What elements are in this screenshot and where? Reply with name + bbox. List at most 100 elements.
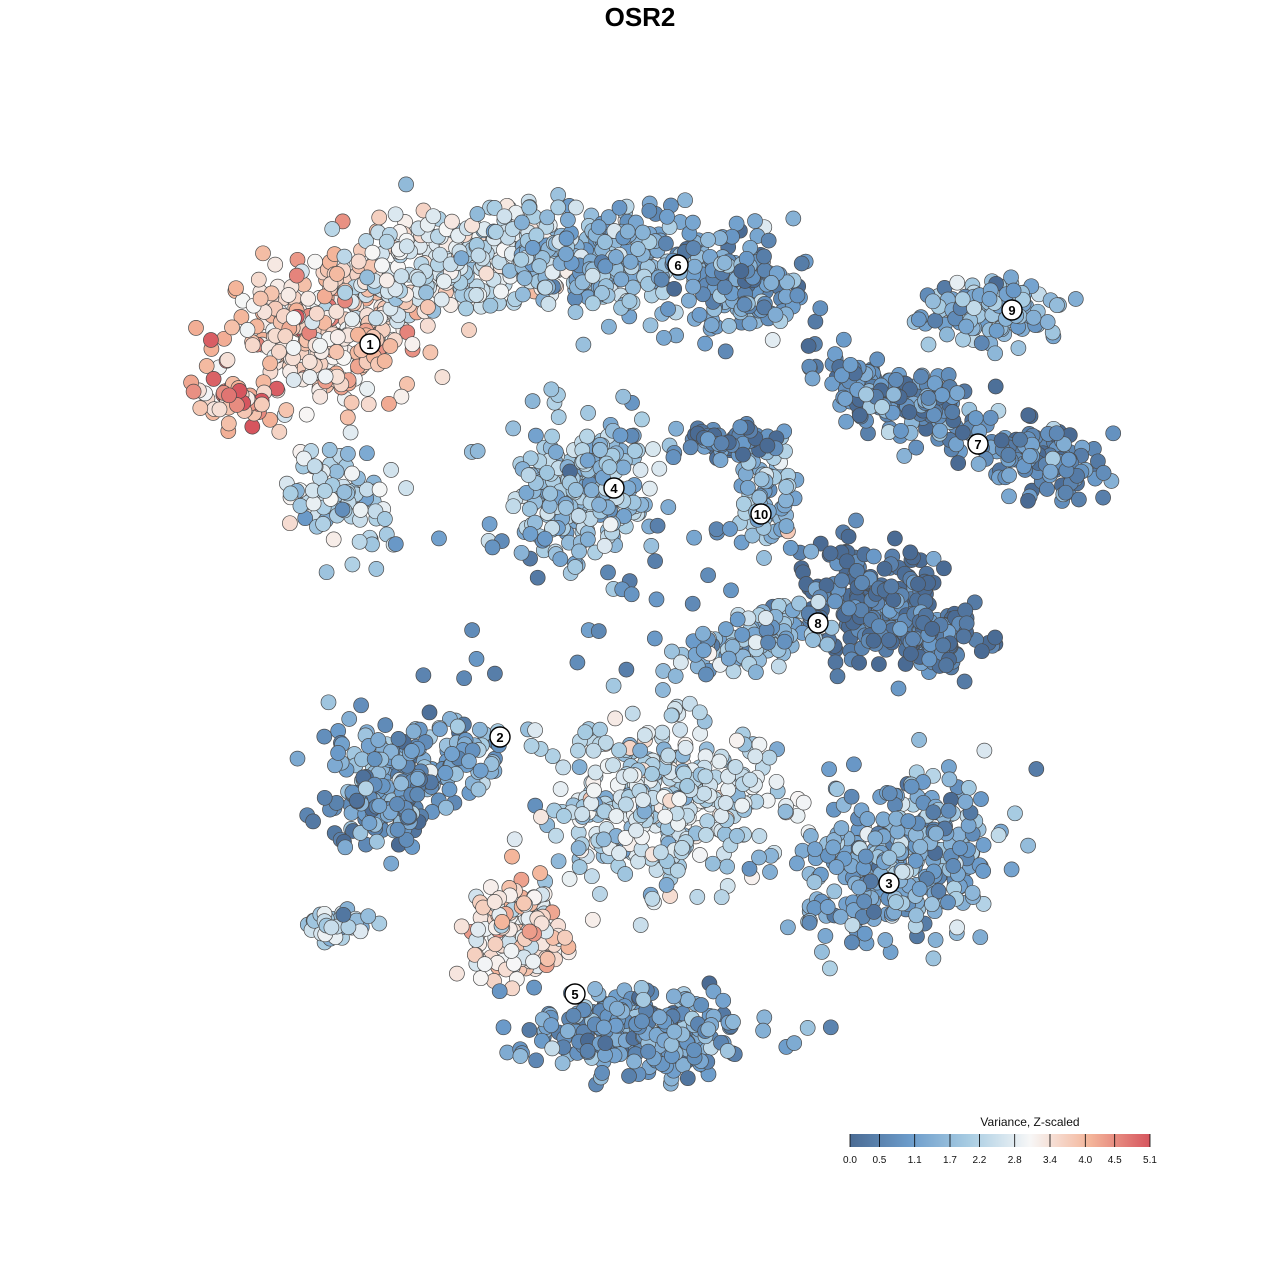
cell-point	[344, 311, 360, 328]
cell-point	[722, 521, 738, 537]
cell-point	[557, 929, 573, 946]
cell-point	[777, 803, 794, 820]
cell-point	[516, 895, 532, 912]
cell-point	[925, 804, 942, 821]
cell-point	[398, 480, 414, 496]
cell-point	[605, 757, 621, 773]
cell-point	[686, 529, 702, 546]
cell-point	[579, 452, 596, 469]
cell-point	[902, 544, 919, 561]
cell-point	[584, 911, 601, 928]
cell-point	[522, 526, 539, 542]
cell-point	[537, 530, 553, 547]
cell-point	[696, 785, 713, 802]
cell-point	[330, 745, 346, 761]
cell-point	[691, 306, 708, 323]
cell-point	[608, 808, 625, 824]
cell-point	[654, 724, 671, 741]
cell-point	[635, 991, 652, 1008]
cell-point	[409, 786, 426, 803]
cell-point	[188, 320, 204, 336]
cluster-marker-4: 4	[603, 477, 625, 499]
cell-point	[185, 383, 202, 400]
cell-point	[795, 794, 812, 811]
cell-point	[957, 793, 974, 810]
cell-point	[456, 670, 472, 687]
cell-point	[613, 271, 630, 288]
cell-point	[321, 442, 338, 458]
cell-point	[449, 718, 466, 735]
cell-point	[990, 827, 1007, 844]
cell-point	[590, 623, 607, 639]
cell-point	[828, 859, 845, 875]
cell-point	[682, 439, 699, 456]
cell-point	[645, 441, 661, 457]
cell-point	[695, 625, 711, 642]
cell-point	[928, 825, 944, 842]
cell-point	[825, 839, 842, 856]
cell-point	[478, 265, 495, 282]
cell-point	[975, 837, 992, 853]
cell-point	[658, 235, 674, 252]
cell-point	[723, 582, 739, 599]
cell-point	[552, 551, 569, 567]
cell-point	[665, 449, 682, 466]
cell-point	[444, 213, 460, 230]
cell-point	[482, 297, 499, 314]
cell-point	[857, 848, 874, 865]
cluster-label: 6	[674, 258, 681, 273]
cell-point	[838, 413, 854, 430]
cell-point	[715, 992, 732, 1009]
cell-point	[537, 279, 554, 296]
cell-point	[1020, 492, 1036, 509]
cell-point	[464, 622, 480, 638]
cell-point	[911, 732, 927, 748]
cell-point	[315, 516, 331, 532]
cell-point	[778, 518, 795, 534]
cell-point	[807, 841, 823, 858]
cell-point	[762, 864, 778, 880]
cell-point	[289, 750, 306, 767]
cell-point	[632, 462, 649, 478]
cell-point	[958, 318, 975, 335]
cell-point	[843, 788, 860, 805]
cell-point	[658, 877, 675, 893]
cell-point	[987, 629, 1003, 646]
cell-point	[800, 338, 817, 354]
cell-point	[437, 765, 454, 781]
cell-point	[655, 682, 671, 698]
cell-point	[252, 290, 269, 307]
cell-point	[671, 791, 688, 807]
cell-point	[461, 322, 477, 338]
cell-point	[901, 404, 918, 420]
cell-point	[679, 778, 696, 794]
cell-point	[619, 223, 636, 240]
cluster-marker-9: 9	[1001, 299, 1023, 321]
cell-point	[277, 328, 294, 345]
cell-point	[543, 1017, 560, 1034]
cell-point	[767, 306, 784, 323]
cell-point	[470, 247, 487, 264]
cell-point	[376, 353, 393, 369]
cell-point	[228, 280, 244, 297]
cell-point	[539, 464, 555, 481]
cell-point	[316, 483, 333, 499]
cell-point	[555, 759, 572, 776]
cell-point	[329, 266, 345, 282]
cell-point	[837, 390, 854, 407]
legend-tick-label: 0.0	[843, 1155, 857, 1166]
cell-point	[433, 291, 450, 308]
cell-point	[711, 753, 728, 770]
cell-point	[469, 206, 486, 222]
cell-point	[719, 858, 735, 875]
cell-point	[644, 766, 660, 782]
cell-point	[681, 292, 697, 309]
cluster-label: 4	[610, 481, 618, 496]
legend-tick-label: 5.1	[1143, 1155, 1157, 1166]
cell-point	[672, 654, 689, 671]
cluster-label: 8	[814, 616, 821, 631]
cell-point	[632, 742, 649, 759]
cell-point	[925, 293, 941, 310]
cell-point	[685, 214, 701, 231]
cell-point	[874, 399, 890, 415]
